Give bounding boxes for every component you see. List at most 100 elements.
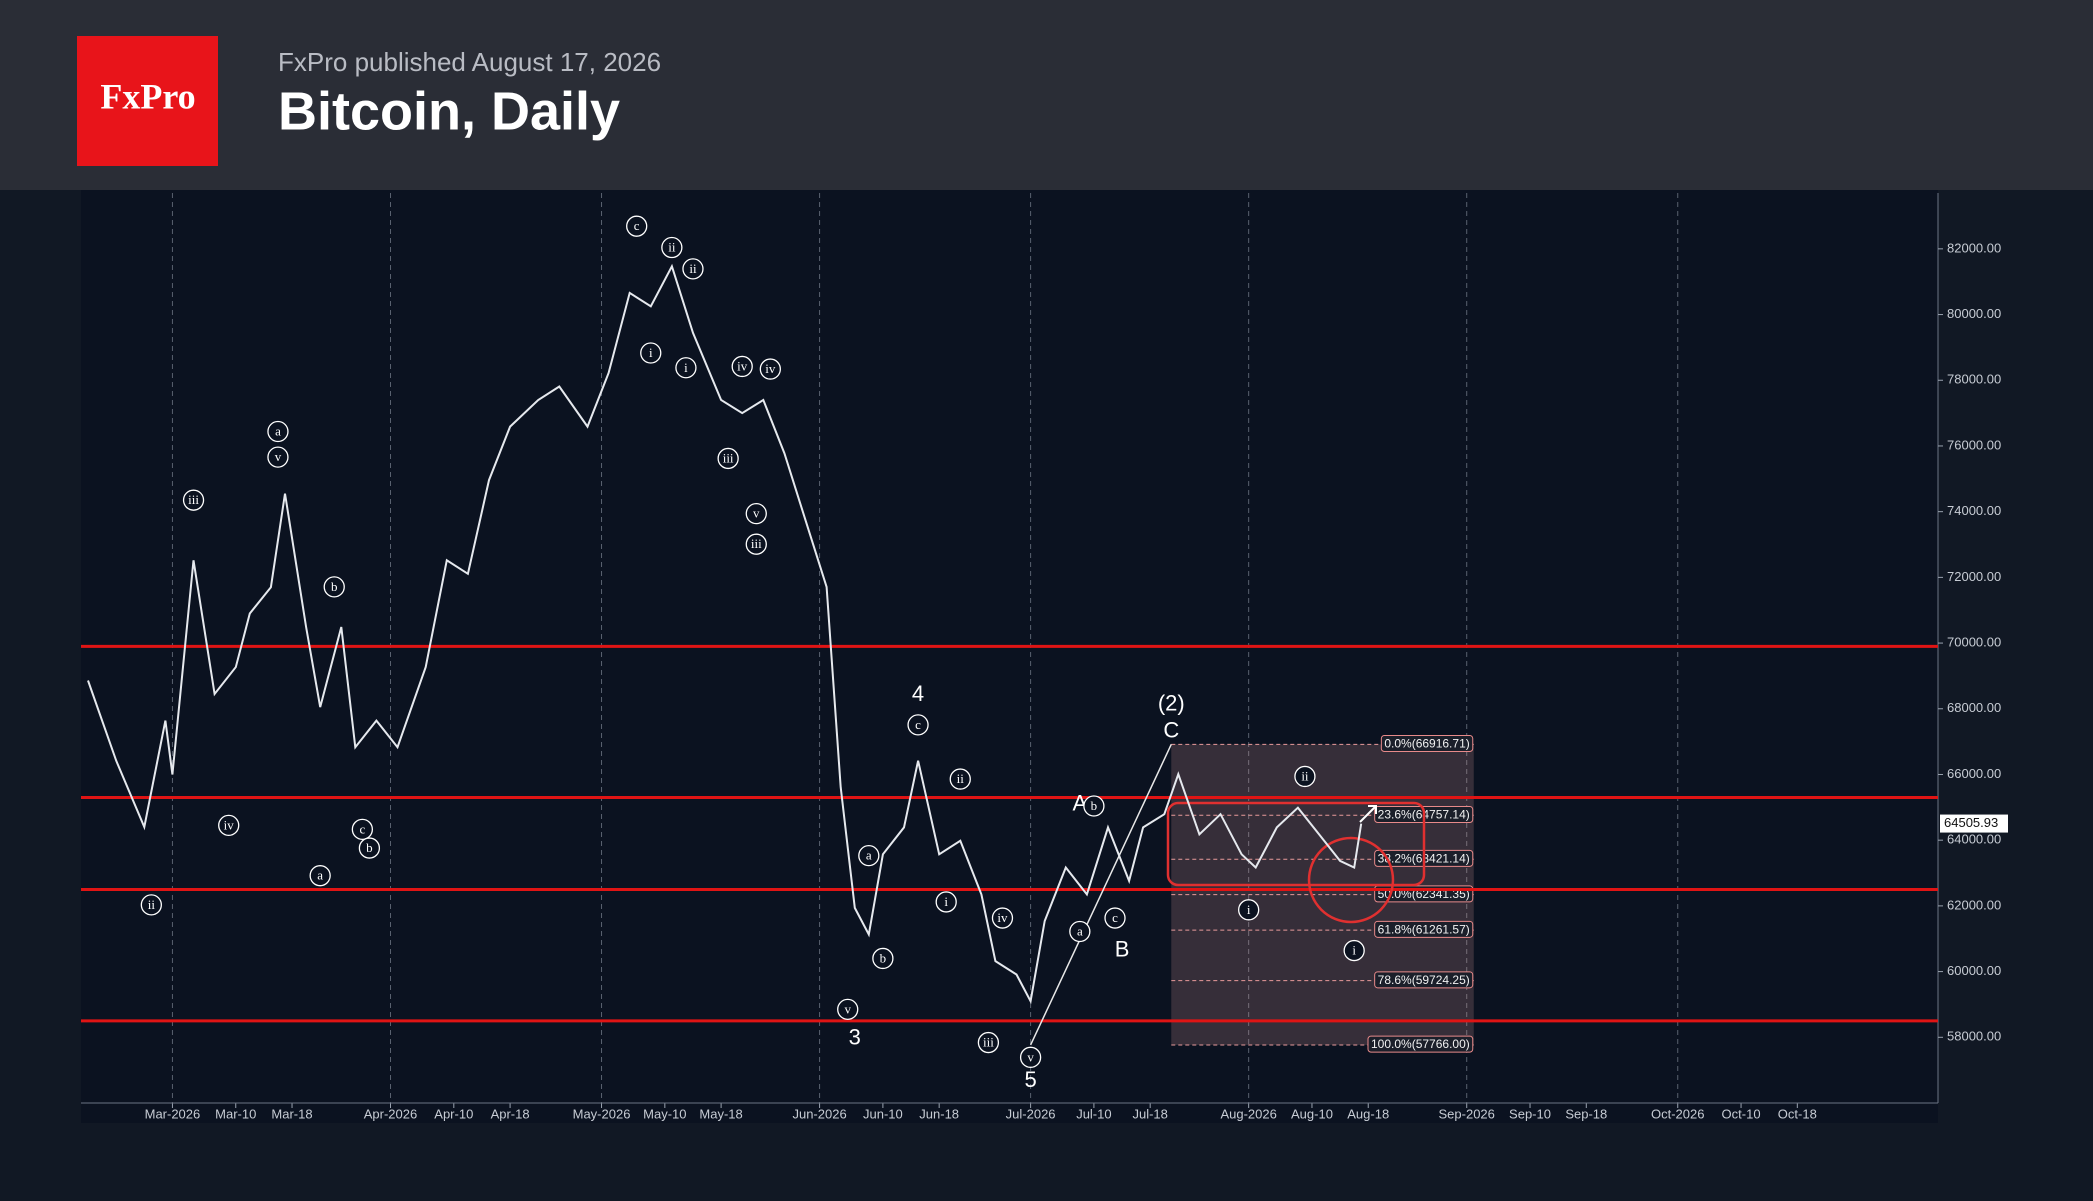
wave-circle: [858, 844, 880, 867]
wave-sub-label: iv: [737, 358, 748, 373]
wave-sub-label: i: [944, 894, 948, 909]
wave-circle: [977, 1031, 1000, 1054]
wave-circle: [731, 355, 753, 378]
y-tick-label: 58000.00: [1947, 1029, 2001, 1044]
wave-circle: [949, 768, 971, 790]
x-tick-label: Jun-2026: [792, 1106, 846, 1121]
y-tick-label: 66000.00: [1947, 766, 2001, 781]
wave-circle: [309, 865, 331, 887]
y-tick-label: 74000.00: [1947, 503, 2001, 518]
wave-circle: [351, 818, 374, 840]
x-tick-label: Mar-2026: [145, 1106, 201, 1121]
x-tick-label: Oct-18: [1778, 1106, 1817, 1121]
wave-circle: [661, 236, 683, 259]
x-tick-label: Apr-2026: [364, 1106, 417, 1121]
wave-circle: [991, 907, 1014, 929]
y-tick-label: 60000.00: [1947, 963, 2001, 978]
wave-circle: [267, 446, 289, 468]
last-price-label: 64505.93: [1944, 815, 1998, 830]
x-tick-label: Jul-18: [1132, 1106, 1167, 1121]
highlight-box: [1166, 801, 1426, 887]
x-tick-label: May-2026: [573, 1106, 631, 1121]
wave-sub-label: ii: [1301, 768, 1309, 783]
x-tick-label: Apr-10: [434, 1106, 473, 1121]
y-tick-label: 72000.00: [1947, 569, 2001, 584]
wave-circle: [358, 837, 381, 859]
x-tick-label: Sep-2026: [1439, 1106, 1495, 1121]
wave-circle: [1238, 899, 1260, 921]
x-tick-label: Mar-10: [215, 1106, 256, 1121]
wave-circle: [1343, 939, 1365, 962]
fib-label-bg: [1374, 971, 1474, 989]
fib-label-bg: [1367, 1035, 1474, 1053]
wave-sub-label: ii: [957, 771, 965, 786]
wave-sub-label: i: [649, 345, 653, 360]
wave-circle: [182, 489, 205, 511]
x-tick-label: Oct-10: [1722, 1106, 1761, 1121]
wave-circle: [837, 998, 859, 1021]
wave-sub-label: c: [915, 717, 921, 732]
y-tick-label: 70000.00: [1947, 635, 2001, 650]
wave-sub-label: ii: [148, 897, 156, 912]
wave-circle: [872, 947, 894, 970]
chart-title: Bitcoin, Daily: [278, 81, 620, 141]
x-tick-label: Sep-10: [1509, 1106, 1551, 1121]
wave-sub-label: iii: [723, 450, 734, 465]
y-tick-label: 80000.00: [1947, 306, 2001, 321]
wave-label: A: [1072, 791, 1087, 816]
x-tick-label: Apr-18: [491, 1106, 530, 1121]
wave-sub-label: b: [1091, 798, 1098, 813]
wave-circle: [682, 258, 704, 280]
wave-sub-label: c: [359, 821, 365, 836]
wave-sub-label: v: [1027, 1049, 1034, 1064]
wave-sub-label: b: [331, 579, 338, 594]
x-tick-label: May-10: [643, 1106, 686, 1121]
wave-sub-label: a: [1077, 923, 1083, 938]
fib-label: 61.8%(61261.57): [1378, 922, 1470, 936]
plot: Mar-2026 Mar-10 Mar-18 Apr-2026 Apr-10 Apr-18…: [81, 193, 2008, 1121]
wave-circle: [759, 358, 781, 380]
price-line: [87, 263, 1363, 1005]
x-tick-label: May-18: [699, 1106, 742, 1121]
wave-sub-label: iv: [765, 361, 776, 376]
arrow: [1359, 805, 1377, 823]
fib-label: 0.0%(66916.71): [1384, 737, 1469, 751]
trend-line: [1029, 744, 1172, 1046]
wave-sub-label: v: [275, 449, 282, 464]
logo: [77, 36, 218, 166]
x-tick-label: Oct-2026: [1651, 1106, 1704, 1121]
wave-circle: [218, 814, 240, 837]
wave-circle: [907, 714, 929, 736]
wave-sub-label: i: [1247, 902, 1251, 917]
wave-sub-label: ii: [668, 240, 676, 255]
highlight-circle: [1307, 836, 1395, 924]
last-price-bg: [1940, 814, 2008, 833]
wave-sub-label: b: [366, 840, 373, 855]
wave-circle: [1104, 907, 1126, 929]
subtitle: FxPro published August 17, 2026: [278, 47, 661, 77]
wave-sub-label: a: [275, 423, 281, 438]
wave-circle: [640, 342, 662, 364]
x-tick-label: Mar-18: [271, 1106, 312, 1121]
x-tick-label: Aug-18: [1347, 1106, 1389, 1121]
wave-circle: [935, 891, 957, 913]
wave-sub-label: a: [317, 868, 323, 883]
wave-circle: [267, 420, 289, 443]
wave-sub-label: iii: [751, 536, 762, 551]
y-tick-label: 68000.00: [1947, 700, 2001, 715]
wave-sub-label: c: [634, 218, 640, 233]
wave-sub-label: c: [1112, 910, 1118, 925]
wave-circle: [1069, 920, 1091, 943]
wave-circle: [140, 894, 162, 916]
wave-sub-label: v: [753, 506, 760, 521]
wave-label: 4: [912, 681, 924, 706]
wave-sub-label: i: [1352, 943, 1356, 958]
header: [0, 0, 2093, 190]
wave-sub-label: iv: [997, 910, 1008, 925]
y-tick-label: 78000.00: [1947, 372, 2001, 387]
wave-circle: [745, 533, 767, 555]
y-tick-label: 64000.00: [1947, 832, 2001, 847]
fib-label-bg: [1374, 920, 1474, 938]
